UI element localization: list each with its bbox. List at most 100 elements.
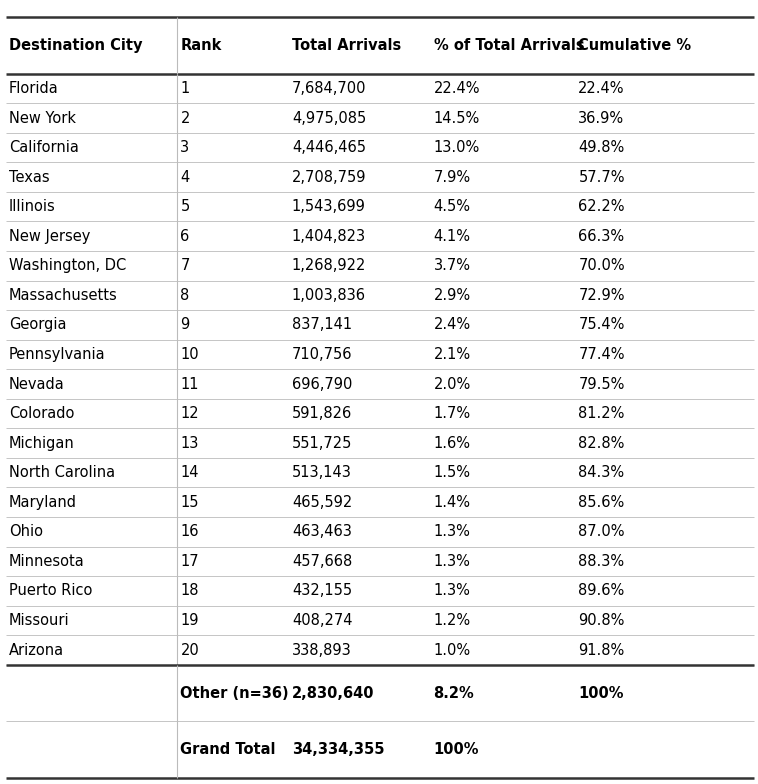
Text: 2: 2 bbox=[180, 111, 190, 125]
Text: 551,725: 551,725 bbox=[292, 436, 352, 451]
Text: 2.4%: 2.4% bbox=[434, 318, 471, 332]
Text: 591,826: 591,826 bbox=[292, 406, 352, 421]
Text: 4,975,085: 4,975,085 bbox=[292, 111, 366, 125]
Text: 1,543,699: 1,543,699 bbox=[292, 199, 365, 214]
Text: 84.3%: 84.3% bbox=[578, 465, 625, 481]
Text: 1.6%: 1.6% bbox=[434, 436, 471, 451]
Text: North Carolina: North Carolina bbox=[9, 465, 115, 481]
Text: 72.9%: 72.9% bbox=[578, 288, 625, 303]
Text: 457,668: 457,668 bbox=[292, 554, 352, 569]
Text: 22.4%: 22.4% bbox=[434, 81, 480, 96]
Text: 85.6%: 85.6% bbox=[578, 495, 625, 510]
Text: Massachusetts: Massachusetts bbox=[9, 288, 117, 303]
Text: Georgia: Georgia bbox=[9, 318, 67, 332]
Text: Illinois: Illinois bbox=[9, 199, 56, 214]
Text: 36.9%: 36.9% bbox=[578, 111, 625, 125]
Text: New York: New York bbox=[9, 111, 76, 125]
Text: Minnesota: Minnesota bbox=[9, 554, 85, 569]
Text: 75.4%: 75.4% bbox=[578, 318, 625, 332]
Text: 2,708,759: 2,708,759 bbox=[292, 169, 366, 185]
Text: 62.2%: 62.2% bbox=[578, 199, 625, 214]
Text: 100%: 100% bbox=[434, 742, 479, 757]
Text: 70.0%: 70.0% bbox=[578, 258, 625, 274]
Text: 696,790: 696,790 bbox=[292, 376, 352, 391]
Text: 513,143: 513,143 bbox=[292, 465, 352, 481]
Text: 1.4%: 1.4% bbox=[434, 495, 471, 510]
Text: Other (n=36): Other (n=36) bbox=[180, 685, 289, 701]
Text: 7: 7 bbox=[180, 258, 190, 274]
Text: Pennsylvania: Pennsylvania bbox=[9, 347, 105, 362]
Text: 91.8%: 91.8% bbox=[578, 643, 625, 658]
Text: Nevada: Nevada bbox=[9, 376, 65, 391]
Text: 14: 14 bbox=[180, 465, 199, 481]
Text: 1,404,823: 1,404,823 bbox=[292, 229, 366, 244]
Text: Florida: Florida bbox=[9, 81, 59, 96]
Text: Texas: Texas bbox=[9, 169, 50, 185]
Text: Cumulative %: Cumulative % bbox=[578, 38, 691, 53]
Text: Washington, DC: Washington, DC bbox=[9, 258, 127, 274]
Text: 2.0%: 2.0% bbox=[434, 376, 471, 391]
Text: 1.2%: 1.2% bbox=[434, 613, 471, 628]
Text: 16: 16 bbox=[180, 524, 199, 539]
Text: Puerto Rico: Puerto Rico bbox=[9, 583, 92, 598]
Text: 710,756: 710,756 bbox=[292, 347, 352, 362]
Text: 2,830,640: 2,830,640 bbox=[292, 685, 374, 701]
Text: 19: 19 bbox=[180, 613, 199, 628]
Text: 17: 17 bbox=[180, 554, 199, 569]
Text: Grand Total: Grand Total bbox=[180, 742, 276, 757]
Text: 77.4%: 77.4% bbox=[578, 347, 625, 362]
Text: 89.6%: 89.6% bbox=[578, 583, 625, 598]
Text: 837,141: 837,141 bbox=[292, 318, 352, 332]
Text: 18: 18 bbox=[180, 583, 199, 598]
Text: 1,003,836: 1,003,836 bbox=[292, 288, 366, 303]
Text: 1.3%: 1.3% bbox=[434, 524, 471, 539]
Text: 57.7%: 57.7% bbox=[578, 169, 625, 185]
Text: California: California bbox=[9, 140, 79, 155]
Text: 7,684,700: 7,684,700 bbox=[292, 81, 366, 96]
Text: % of Total Arrivals: % of Total Arrivals bbox=[434, 38, 584, 53]
Text: 90.8%: 90.8% bbox=[578, 613, 625, 628]
Text: Missouri: Missouri bbox=[9, 613, 70, 628]
Text: 408,274: 408,274 bbox=[292, 613, 352, 628]
Text: 9: 9 bbox=[180, 318, 190, 332]
Text: Ohio: Ohio bbox=[9, 524, 43, 539]
Text: 1: 1 bbox=[180, 81, 190, 96]
Text: 465,592: 465,592 bbox=[292, 495, 352, 510]
Text: 79.5%: 79.5% bbox=[578, 376, 625, 391]
Text: 49.8%: 49.8% bbox=[578, 140, 625, 155]
Text: 12: 12 bbox=[180, 406, 199, 421]
Text: Michigan: Michigan bbox=[9, 436, 75, 451]
Text: Rank: Rank bbox=[180, 38, 222, 53]
Text: Colorado: Colorado bbox=[9, 406, 74, 421]
Text: Destination City: Destination City bbox=[9, 38, 143, 53]
Text: 463,463: 463,463 bbox=[292, 524, 352, 539]
Text: Maryland: Maryland bbox=[9, 495, 77, 510]
Text: 4: 4 bbox=[180, 169, 190, 185]
Text: 8: 8 bbox=[180, 288, 190, 303]
Text: 81.2%: 81.2% bbox=[578, 406, 625, 421]
Text: 15: 15 bbox=[180, 495, 199, 510]
Text: 1,268,922: 1,268,922 bbox=[292, 258, 366, 274]
Text: 82.8%: 82.8% bbox=[578, 436, 625, 451]
Text: 10: 10 bbox=[180, 347, 199, 362]
Text: Arizona: Arizona bbox=[9, 643, 64, 658]
Text: 100%: 100% bbox=[578, 685, 624, 701]
Text: 1.3%: 1.3% bbox=[434, 583, 471, 598]
Text: 2.1%: 2.1% bbox=[434, 347, 471, 362]
Text: 2.9%: 2.9% bbox=[434, 288, 471, 303]
Text: New Jersey: New Jersey bbox=[9, 229, 90, 244]
Text: 1.3%: 1.3% bbox=[434, 554, 471, 569]
Text: 20: 20 bbox=[180, 643, 199, 658]
Text: 8.2%: 8.2% bbox=[434, 685, 475, 701]
Text: 3: 3 bbox=[180, 140, 190, 155]
Text: 66.3%: 66.3% bbox=[578, 229, 625, 244]
Text: 14.5%: 14.5% bbox=[434, 111, 480, 125]
Text: 13.0%: 13.0% bbox=[434, 140, 480, 155]
Text: 7.9%: 7.9% bbox=[434, 169, 471, 185]
Text: Total Arrivals: Total Arrivals bbox=[292, 38, 401, 53]
Text: 6: 6 bbox=[180, 229, 190, 244]
Text: 1.0%: 1.0% bbox=[434, 643, 471, 658]
Text: 4.1%: 4.1% bbox=[434, 229, 471, 244]
Text: 87.0%: 87.0% bbox=[578, 524, 625, 539]
Text: 1.5%: 1.5% bbox=[434, 465, 471, 481]
